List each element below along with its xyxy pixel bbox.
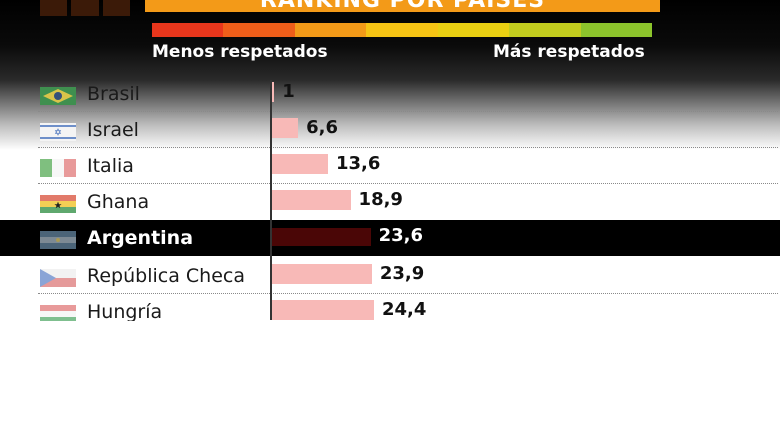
chart-row: República Checa 23,9 (0, 258, 780, 294)
bar (270, 264, 372, 284)
bar (270, 300, 374, 320)
scale-segment (366, 23, 438, 37)
scale-segment (580, 23, 652, 37)
bar (270, 190, 351, 210)
chart-axis-line (270, 80, 272, 320)
ranking-chart: Brasil 1 Israel 6,6 Italia 13,6 Ghana 18,9 Argen… (0, 76, 780, 321)
country-label: Hungría (87, 301, 163, 321)
chart-row: Hungría 24,4 (0, 294, 780, 321)
scale-segment (437, 23, 510, 37)
country-label: Italia (87, 155, 134, 177)
bar (270, 228, 371, 246)
decorative-corner-graphic (40, 0, 130, 16)
bar (270, 118, 299, 138)
row-divider (38, 293, 778, 294)
value-label: 23,9 (379, 263, 425, 284)
flag-argentina-icon (40, 231, 76, 249)
title-banner: RANKING POR PAÍSES (145, 0, 660, 12)
respect-color-scale (152, 23, 652, 37)
row-divider (38, 111, 778, 112)
chart-row: Brasil 1 (0, 76, 780, 112)
value-label: 24,4 (382, 299, 427, 320)
country-label: Israel (87, 119, 139, 141)
value-label: 23,6 (378, 225, 423, 246)
scale-left-label: Menos respetados (152, 42, 328, 62)
value-label: 13,6 (335, 153, 381, 174)
country-label: República Checa (87, 265, 245, 287)
flag-ghana-icon (40, 195, 76, 213)
bar (270, 154, 328, 174)
flag-israel-icon (40, 123, 76, 141)
flag-czech-republic-icon (40, 269, 76, 287)
country-label: Argentina (87, 227, 194, 249)
country-label: Brasil (87, 83, 140, 105)
bar (270, 82, 275, 102)
flag-brazil-icon (40, 87, 76, 105)
country-label: Ghana (87, 191, 150, 213)
flag-hungary-icon (40, 305, 76, 321)
value-label: 1 (282, 81, 295, 102)
chart-row: Italia 13,6 (0, 148, 780, 184)
row-divider (38, 147, 778, 148)
chart-title: RANKING POR PAÍSES (145, 0, 660, 12)
row-divider (38, 183, 778, 184)
scale-right-label: Más respetados (493, 42, 645, 62)
chart-row: Argentina 23,6 (0, 220, 780, 256)
scale-segment (223, 23, 295, 37)
value-label: 6,6 (306, 117, 339, 138)
chart-row: Ghana 18,9 (0, 184, 780, 220)
flag-italy-icon (40, 159, 76, 177)
scale-segment (152, 23, 224, 37)
chart-row: Israel 6,6 (0, 112, 780, 148)
value-label: 18,9 (358, 189, 403, 210)
scale-segment (509, 23, 581, 37)
scale-segment (294, 23, 367, 37)
